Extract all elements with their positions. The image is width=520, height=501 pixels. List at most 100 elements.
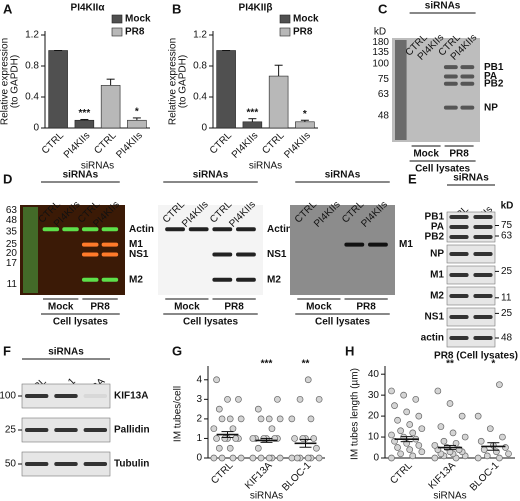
data-point bbox=[315, 454, 323, 462]
band-label: PB1 bbox=[425, 212, 445, 223]
band-label: Pallidin bbox=[114, 425, 150, 436]
panel-letter: E bbox=[408, 171, 417, 186]
data-point bbox=[415, 412, 423, 420]
y-axis-label: IM tubes/cell bbox=[173, 386, 184, 442]
x-tick-label: PI4KIIs bbox=[230, 130, 261, 161]
data-point bbox=[483, 452, 491, 460]
data-point bbox=[409, 429, 417, 437]
band bbox=[54, 394, 78, 398]
band-label: M2 bbox=[129, 274, 143, 285]
data-point bbox=[265, 415, 273, 423]
lane-header: siRNAs bbox=[325, 170, 361, 181]
y-tick-label: 0 bbox=[201, 123, 207, 134]
x-tick-label: PI4KIIs bbox=[282, 130, 313, 161]
group-label: Mock bbox=[306, 302, 332, 313]
group-label: PR8 bbox=[449, 149, 469, 160]
data-point bbox=[210, 454, 218, 462]
marker-label: 20 bbox=[6, 248, 18, 259]
data-point bbox=[397, 427, 404, 435]
marker-label: 75 bbox=[378, 74, 390, 85]
data-point bbox=[213, 435, 220, 442]
x-tick-label: CTRL bbox=[209, 460, 236, 487]
legend-label: Mock bbox=[125, 14, 151, 25]
bar bbox=[100, 85, 121, 129]
marker-label: 17 bbox=[6, 258, 18, 269]
marker-label: 35 bbox=[6, 227, 18, 238]
data-point bbox=[315, 395, 323, 403]
x-tick-label: BLOC-1 bbox=[280, 460, 314, 494]
group-label: Mock bbox=[174, 302, 200, 313]
band bbox=[449, 215, 469, 219]
group-label: PR8 bbox=[224, 302, 244, 313]
blot bbox=[290, 205, 395, 295]
band bbox=[449, 294, 469, 298]
data-point bbox=[288, 454, 296, 462]
data-point bbox=[235, 395, 242, 403]
ladder-lane bbox=[395, 40, 407, 140]
band bbox=[473, 252, 493, 256]
band bbox=[236, 277, 256, 282]
data-point bbox=[276, 415, 284, 423]
data-point bbox=[310, 435, 318, 442]
data-point bbox=[291, 435, 298, 442]
panel-letter: H bbox=[345, 343, 354, 358]
data-point bbox=[232, 435, 240, 442]
data-point bbox=[215, 444, 223, 452]
data-point bbox=[486, 425, 494, 433]
blot-strip bbox=[446, 286, 496, 306]
data-point bbox=[418, 448, 426, 456]
y-axis-label: Relative expression bbox=[168, 38, 179, 125]
band-label: Tubulin bbox=[114, 459, 149, 470]
band bbox=[24, 394, 49, 398]
band bbox=[473, 225, 493, 229]
panel-letter: F bbox=[3, 343, 11, 358]
data-point bbox=[249, 454, 257, 462]
bar bbox=[216, 50, 236, 129]
band bbox=[54, 428, 78, 432]
band-label: M2 bbox=[430, 291, 444, 302]
bar bbox=[48, 50, 68, 129]
band bbox=[81, 227, 99, 232]
band bbox=[449, 235, 469, 239]
band bbox=[81, 242, 99, 247]
significance: *** bbox=[261, 359, 273, 370]
data-point bbox=[210, 425, 218, 433]
y-tick-label: 1.2 bbox=[193, 30, 207, 41]
panel-letter: A bbox=[3, 1, 13, 16]
x-tick-label: PI4KIIs bbox=[114, 130, 145, 161]
lane-header: siRNAs bbox=[453, 173, 489, 184]
data-point bbox=[406, 446, 414, 453]
footer-label: Cell lysates bbox=[315, 317, 370, 328]
data-point bbox=[254, 444, 262, 452]
band bbox=[188, 227, 209, 232]
marker-label: 135 bbox=[372, 47, 389, 58]
bar bbox=[74, 119, 95, 129]
data-point bbox=[218, 415, 226, 423]
band bbox=[460, 81, 475, 86]
band bbox=[473, 215, 493, 219]
band bbox=[473, 315, 493, 319]
data-point bbox=[418, 425, 426, 433]
data-point bbox=[480, 446, 488, 453]
blot-strip bbox=[446, 265, 496, 285]
y-tick-label: 10 bbox=[368, 432, 380, 443]
band bbox=[449, 273, 469, 277]
x-tick-label: KIF13A bbox=[427, 460, 459, 492]
band bbox=[24, 462, 49, 466]
y-tick-label: 0.4 bbox=[193, 92, 207, 103]
significance: ** bbox=[446, 359, 454, 370]
data-point bbox=[437, 423, 445, 430]
legend-label: PR8 bbox=[125, 27, 145, 38]
data-point bbox=[502, 444, 509, 451]
marker-label: 63 bbox=[378, 89, 390, 100]
significance: *** bbox=[79, 108, 91, 119]
y-tick-label: 0.8 bbox=[193, 61, 207, 72]
data-point bbox=[477, 437, 485, 445]
marker-label: 50 bbox=[5, 459, 17, 470]
band bbox=[236, 252, 256, 257]
band bbox=[62, 227, 79, 232]
band-label: Actin bbox=[129, 224, 154, 235]
data-point bbox=[452, 439, 460, 447]
data-point bbox=[394, 444, 401, 451]
